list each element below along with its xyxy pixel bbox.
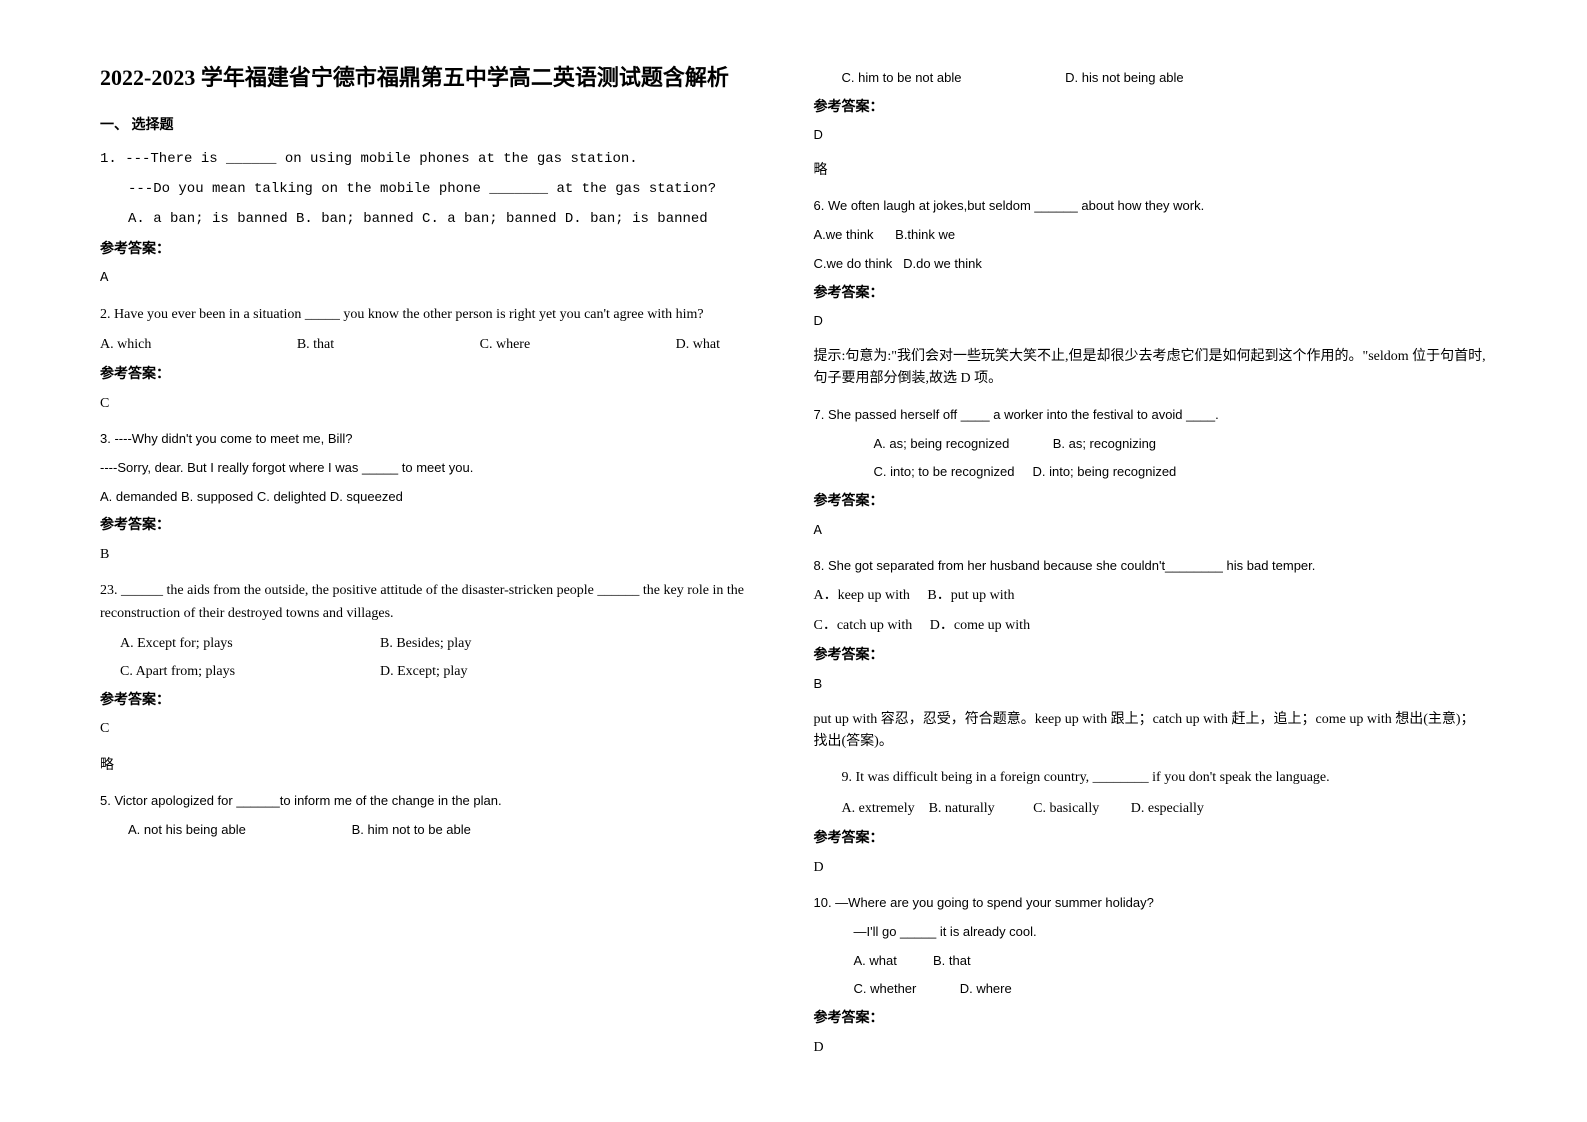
q5-optA: A. not his being able xyxy=(128,820,348,841)
q6-note: 提示:句意为:"我们会对一些玩笑大笑不止,但是却很少去考虑它们是如何起到这个作用… xyxy=(814,346,1488,391)
q7-row2: C. into; to be recognized D. into; being… xyxy=(874,462,1488,483)
exam-page: 2022-2023 学年福建省宁德市福鼎第五中学高二英语测试题含解析 一、 选择… xyxy=(0,0,1587,1122)
q2-optC: C. where xyxy=(480,334,531,356)
q2-stem: 2. Have you ever been in a situation ___… xyxy=(100,304,774,326)
q10-line2: —I'll go _____ it is already cool. xyxy=(854,922,1488,943)
q3-line2: ----Sorry, dear. But I really forgot whe… xyxy=(100,458,774,479)
q5-stem: 5. Victor apologized for ______to inform… xyxy=(100,791,774,812)
q23-optB: B. Besides; play xyxy=(380,633,471,655)
answer-label: 参考答案： xyxy=(100,515,774,537)
q10-row2: C. whether D. where xyxy=(854,979,1488,1000)
q5-note: 略 xyxy=(814,160,1488,182)
q8-stem: 8. She got separated from her husband be… xyxy=(814,556,1488,577)
page-title: 2022-2023 学年福建省宁德市福鼎第五中学高二英语测试题含解析 xyxy=(100,60,774,95)
q23-optC: C. Apart from; plays xyxy=(120,661,380,683)
q10-line1: 10. —Where are you going to spend your s… xyxy=(814,893,1488,914)
q1-options: A. a ban; is banned B. ban; banned C. a … xyxy=(128,208,774,230)
answer-label: 参考答案： xyxy=(814,283,1488,305)
q8-row2: C．catch up with D．come up with xyxy=(814,615,1488,637)
answer-label: 参考答案： xyxy=(100,364,774,386)
q1-answer: A xyxy=(100,267,774,289)
q7-stem: 7. She passed herself off ____ a worker … xyxy=(814,405,1488,426)
q8-answer: B xyxy=(814,674,1488,695)
q6-stem: 6. We often laugh at jokes,but seldom __… xyxy=(814,196,1488,217)
answer-label: 参考答案： xyxy=(814,645,1488,667)
q7-answer: A xyxy=(814,520,1488,542)
q23-note: 略 xyxy=(100,755,774,777)
q23-optA: A. Except for; plays xyxy=(120,633,380,655)
right-column: C. him to be not able D. his not being a… xyxy=(794,60,1508,1062)
q8-note: put up with 容忍，忍受，符合题意。keep up with 跟上；c… xyxy=(814,709,1488,754)
q2-options: A. which B. that C. where D. what xyxy=(100,334,720,356)
q3-line1: 3. ----Why didn't you come to meet me, B… xyxy=(100,429,774,450)
q23-answer: C xyxy=(100,718,774,740)
q23-row2: C. Apart from; plays D. Except; play xyxy=(120,661,774,683)
left-column: 2022-2023 学年福建省宁德市福鼎第五中学高二英语测试题含解析 一、 选择… xyxy=(80,60,794,1062)
q2-optB: B. that xyxy=(297,334,334,356)
q5-optD: D. his not being able xyxy=(1065,70,1184,85)
q9-options: A. extremely B. naturally C. basically D… xyxy=(842,798,1488,820)
q3-options: A. demanded B. supposed C. delighted D. … xyxy=(100,487,774,508)
answer-label: 参考答案： xyxy=(814,491,1488,513)
q23-row1: A. Except for; plays B. Besides; play xyxy=(120,633,774,655)
q10-row1: A. what B. that xyxy=(854,951,1488,972)
q5-row2: C. him to be not able D. his not being a… xyxy=(842,68,1488,89)
q2-optA: A. which xyxy=(100,334,151,356)
answer-label: 参考答案： xyxy=(814,97,1488,119)
q6-answer: D xyxy=(814,311,1488,332)
q23-optD: D. Except; play xyxy=(380,661,467,683)
q9-answer: D xyxy=(814,857,1488,879)
q3-answer: B xyxy=(100,544,774,566)
q5-optB: B. him not to be able xyxy=(352,822,471,837)
q2-answer: C xyxy=(100,393,774,415)
q6-row1: A.we think B.think we xyxy=(814,225,1488,246)
q5-answer: D xyxy=(814,125,1488,146)
q1-line1: 1. ---There is ______ on using mobile ph… xyxy=(100,148,774,170)
answer-label: 参考答案： xyxy=(814,828,1488,850)
answer-label: 参考答案： xyxy=(100,239,774,261)
section-header: 一、 选择题 xyxy=(100,115,774,137)
q9-stem: 9. It was difficult being in a foreign c… xyxy=(842,767,1488,789)
answer-label: 参考答案： xyxy=(100,690,774,712)
q8-row1: A．keep up with B．put up with xyxy=(814,585,1488,607)
q5-optC: C. him to be not able xyxy=(842,68,1062,89)
q10-answer: D xyxy=(814,1037,1488,1059)
q6-row2: C.we do think D.do we think xyxy=(814,254,1488,275)
q7-row1: A. as; being recognized B. as; recognizi… xyxy=(874,434,1488,455)
q5-row1: A. not his being able B. him not to be a… xyxy=(128,820,774,841)
q23-stem: 23. ______ the aids from the outside, th… xyxy=(100,580,774,625)
q1-line2: ---Do you mean talking on the mobile pho… xyxy=(128,178,774,200)
answer-label: 参考答案： xyxy=(814,1008,1488,1030)
q2-optD: D. what xyxy=(676,334,720,356)
